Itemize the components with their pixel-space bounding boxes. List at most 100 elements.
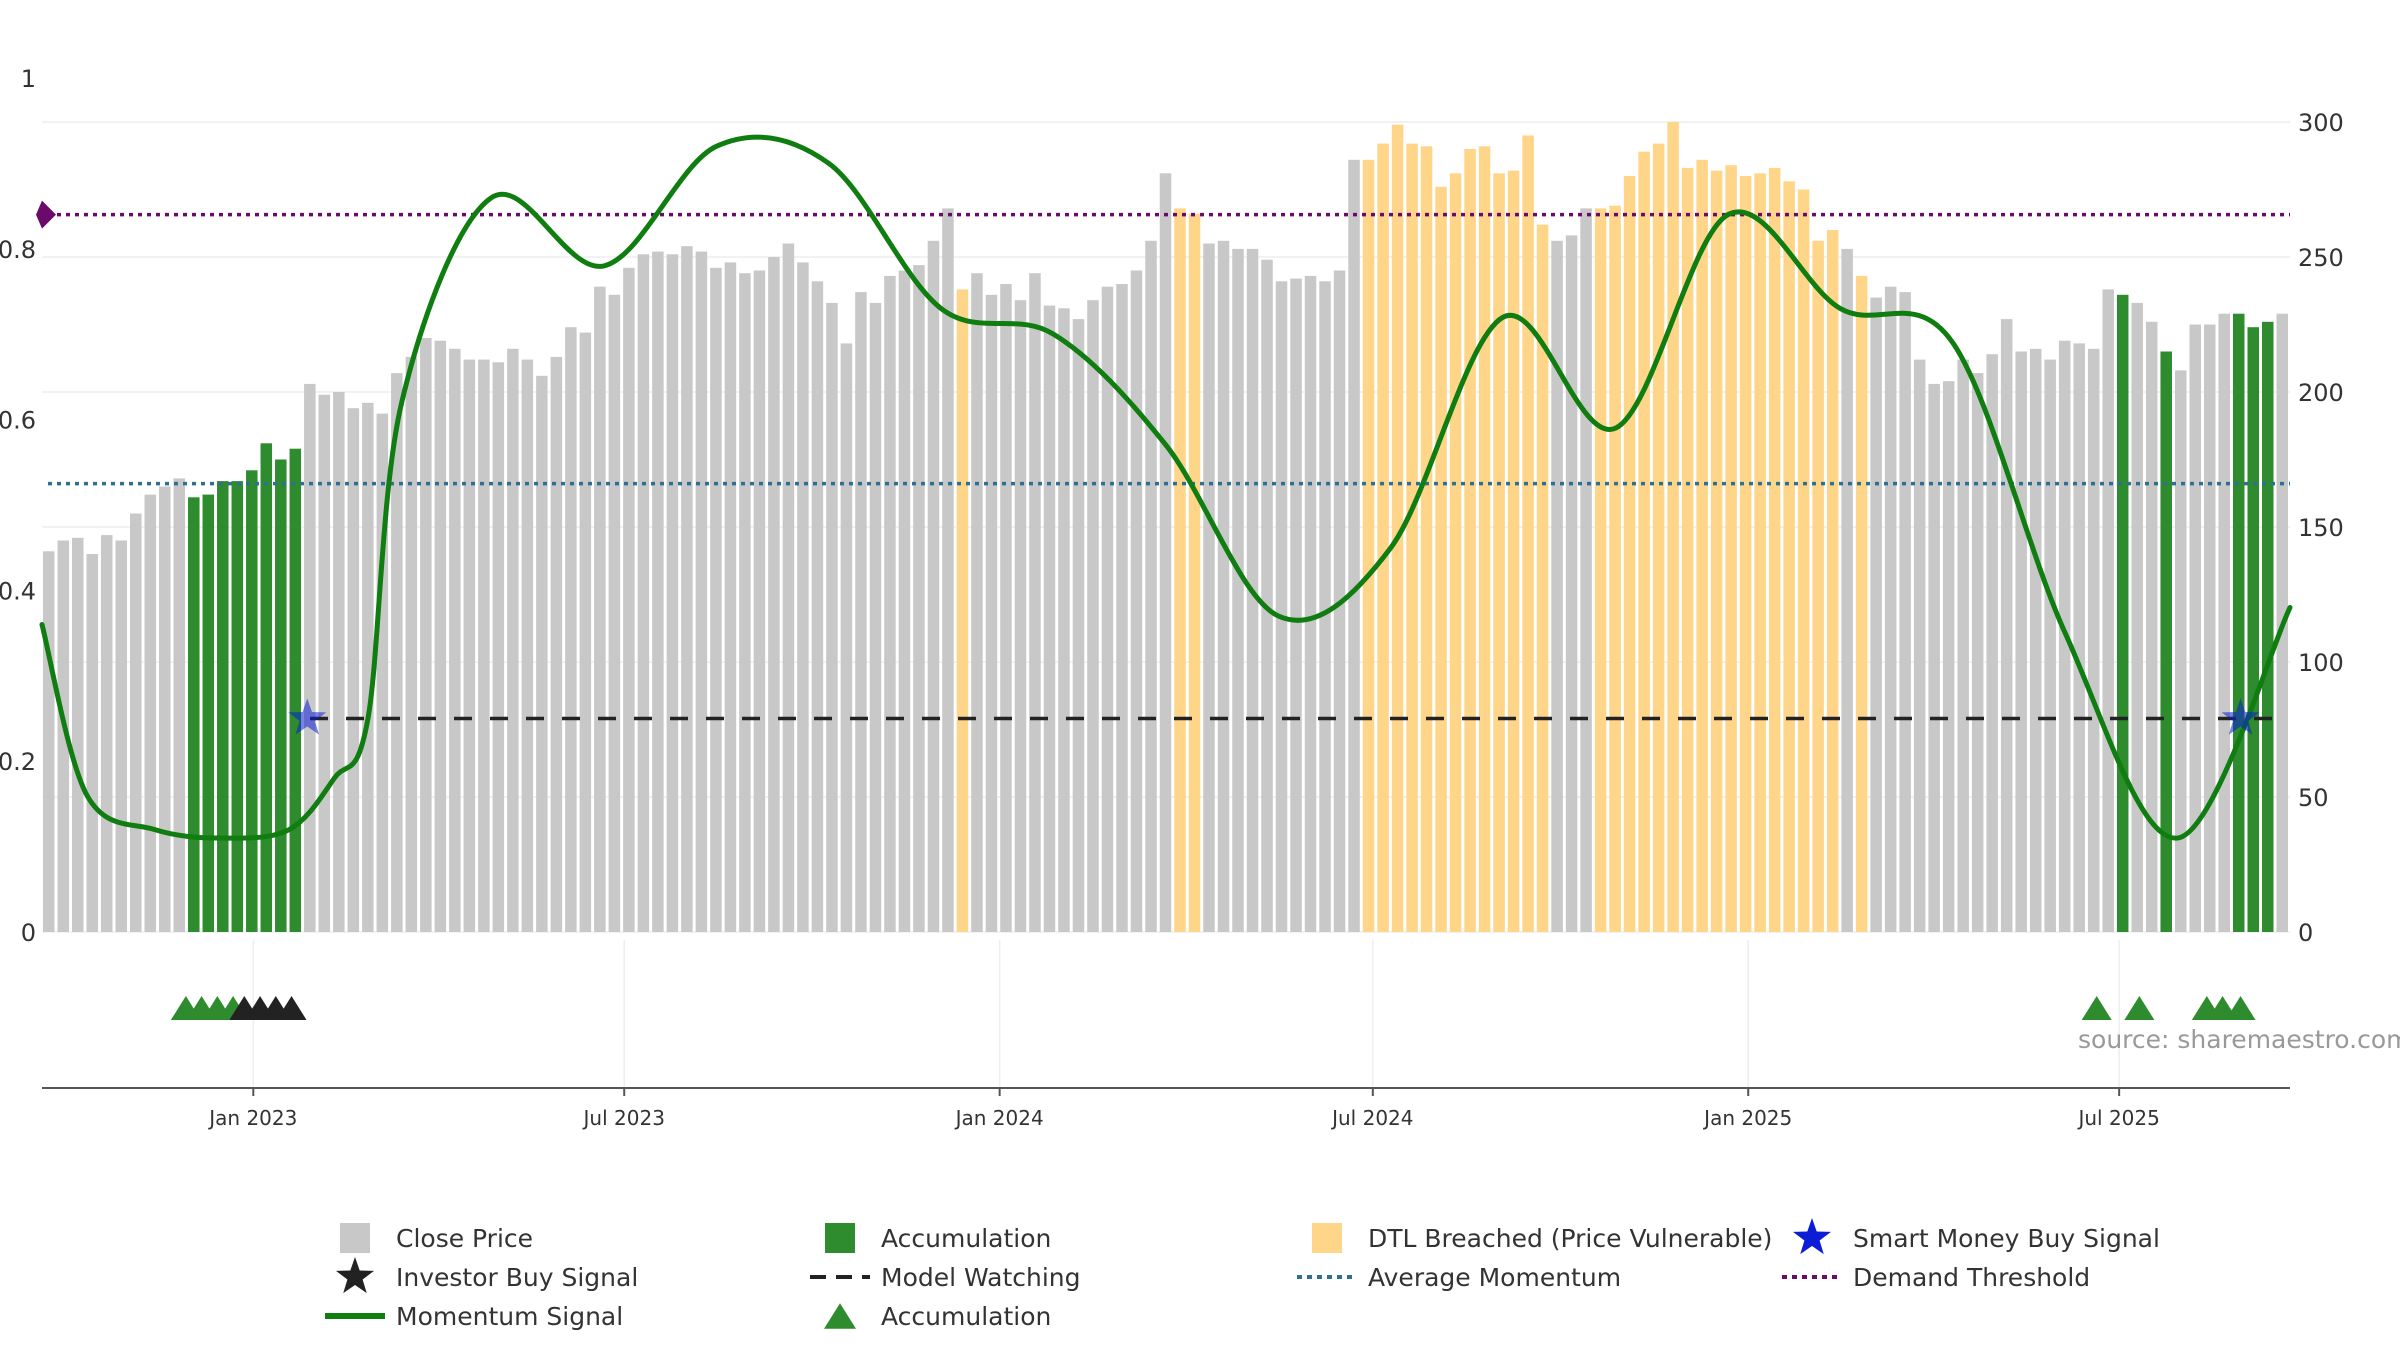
dtl-breached-bar xyxy=(1594,208,1607,932)
close-price-bar xyxy=(869,302,882,932)
smart-money-signals xyxy=(288,698,2260,735)
close-price-bar xyxy=(1551,240,1563,933)
dtl-breached-bar xyxy=(1725,165,1737,932)
close-price-bar xyxy=(2102,289,2114,932)
close-price-bar xyxy=(1565,235,1578,932)
dtl-breached-bar xyxy=(1449,173,1462,933)
close-price-bar xyxy=(144,494,157,932)
close-price-bar xyxy=(2218,313,2230,932)
close-price-bar xyxy=(608,294,621,932)
close-price-bar xyxy=(405,356,418,932)
close-price-bar xyxy=(2044,359,2056,933)
legend: Close Price Accumulation DTL Breached (Pri… xyxy=(325,1218,2160,1331)
close-price-bar xyxy=(1203,243,1215,932)
dtl-breached-bar xyxy=(1826,230,1839,932)
close-price-bar xyxy=(840,343,853,932)
dtl-breached-bar xyxy=(1754,173,1766,933)
close-price-bar xyxy=(101,535,113,932)
close-price-bar xyxy=(1899,292,1911,933)
dtl-breached-bar xyxy=(1188,213,1201,933)
x-tick-label: Jul 2024 xyxy=(1330,1106,1413,1130)
close-price-bar xyxy=(985,294,998,932)
dtl-breached-bar xyxy=(1623,176,1636,932)
legend-star xyxy=(335,1257,375,1294)
close-price-bar xyxy=(1159,173,1172,933)
accumulation-bar xyxy=(2160,351,2172,932)
signal-markers xyxy=(170,996,2256,1020)
dtl-breached-bar xyxy=(1638,151,1650,932)
close-price-bar xyxy=(536,375,548,932)
accumulation-bar xyxy=(2261,321,2274,932)
close-price-bar xyxy=(1043,305,1056,933)
close-price-bar xyxy=(449,348,461,932)
dtl-breached-bar xyxy=(1710,170,1723,933)
right-tick-label: 300 xyxy=(2298,109,2344,137)
left-tick-label: 0.4 xyxy=(0,577,36,605)
close-price-bar xyxy=(173,478,186,932)
close-price-bar xyxy=(695,251,708,933)
right-tick-label: 150 xyxy=(2298,514,2344,542)
close-price-bar xyxy=(579,332,592,933)
left-axis-ticks: 0 0.2 0.4 0.6 0.8 1 xyxy=(0,65,36,947)
close-price-bar xyxy=(1348,159,1360,933)
accumulation-bar xyxy=(202,494,215,932)
dtl-breached-bar xyxy=(1797,189,1810,932)
close-price-bar xyxy=(2174,370,2187,932)
close-price-bar xyxy=(1217,240,1230,933)
close-price-bar xyxy=(550,356,563,932)
dtl-breached-bar xyxy=(1667,122,1679,932)
legend-label: Close Price xyxy=(396,1224,533,1253)
dtl-breached-bar xyxy=(1522,135,1534,932)
accumulation-marker xyxy=(2081,996,2112,1020)
close-price-bar xyxy=(594,286,606,932)
legend-star xyxy=(1792,1218,1832,1255)
close-price-bar xyxy=(2087,348,2100,932)
close-price-bar xyxy=(1029,273,1041,932)
close-price-bar xyxy=(2189,324,2201,932)
close-price-bar xyxy=(739,273,751,932)
accumulation-bar xyxy=(260,443,273,932)
smart-money-buy-signal xyxy=(288,698,327,735)
dtl-breached-bar xyxy=(1478,146,1491,933)
close-price-bar xyxy=(86,554,99,932)
legend-label: Demand Threshold xyxy=(1853,1263,2090,1292)
dtl-breached-bar xyxy=(1768,167,1781,932)
accumulation-bar xyxy=(2232,313,2245,932)
left-tick-label: 1 xyxy=(21,65,36,93)
close-price-bar xyxy=(43,551,55,932)
close-price-bar xyxy=(333,392,345,932)
close-price-bar xyxy=(913,265,925,933)
dtl-breached-bar xyxy=(1812,240,1824,933)
close-price-bar xyxy=(463,359,476,933)
legend-label: Smart Money Buy Signal xyxy=(1853,1224,2160,1253)
right-tick-label: 50 xyxy=(2298,784,2329,812)
legend-swatch xyxy=(825,1223,855,1253)
dtl-breached-bar xyxy=(1174,208,1186,932)
close-price-bar xyxy=(1986,354,1998,932)
close-price-bar xyxy=(681,246,693,932)
dtl-breached-bar xyxy=(1377,143,1389,933)
right-tick-label: 100 xyxy=(2298,649,2344,677)
close-price-bar xyxy=(1290,278,1302,933)
momentum-signal-line xyxy=(39,134,2293,841)
close-price-bar xyxy=(304,383,316,932)
close-price-bar xyxy=(1870,297,1882,932)
close-price-bar xyxy=(942,208,954,932)
smart-money-buy-signal xyxy=(2221,698,2260,735)
legend-label: Accumulation xyxy=(881,1302,1051,1331)
close-price-bar xyxy=(347,408,360,932)
close-price-bar xyxy=(1319,281,1331,932)
legend-label: Average Momentum xyxy=(1368,1263,1621,1292)
legend-swatch xyxy=(1312,1223,1342,1253)
dtl-breached-bar xyxy=(1362,159,1375,933)
close-price-bar xyxy=(521,359,534,933)
close-price-bar xyxy=(1087,300,1099,932)
close-price-bar xyxy=(1014,300,1027,932)
close-price-bar xyxy=(1261,259,1273,932)
legend-label: Model Watching xyxy=(881,1263,1081,1292)
close-price-bar xyxy=(1580,208,1592,932)
accumulation-bar xyxy=(188,497,200,932)
dtl-breached-bar xyxy=(1783,181,1795,932)
accumulation-marker xyxy=(2124,996,2155,1020)
